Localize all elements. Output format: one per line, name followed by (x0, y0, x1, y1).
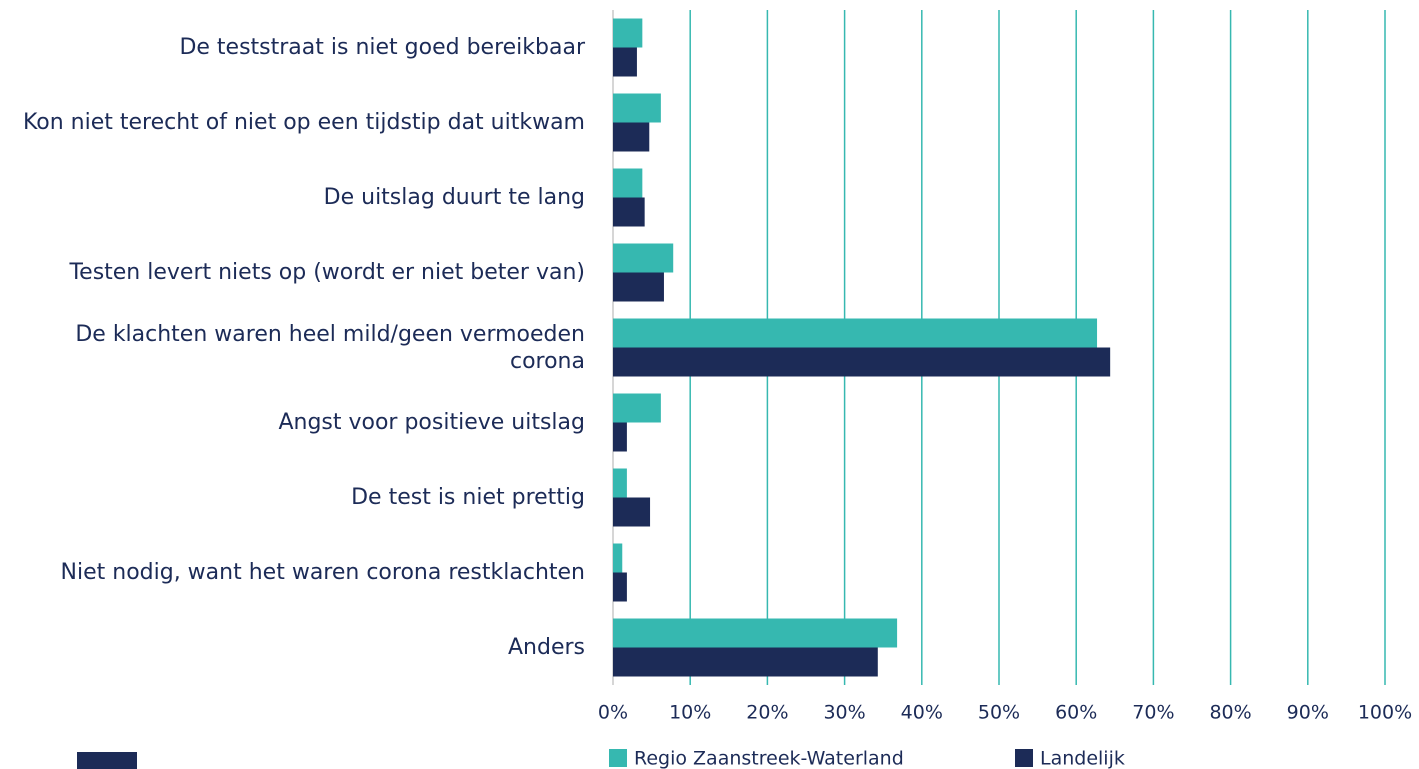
category-label: De teststraat is niet goed bereikbaar (0, 8, 585, 88)
category-label: Testen levert niets op (wordt er niet be… (0, 233, 585, 313)
bar (613, 198, 645, 227)
category-label: De klachten waren heel mild/geen vermoed… (0, 308, 585, 388)
category-label: Kon niet terecht of niet op een tijdstip… (0, 83, 585, 163)
x-tick-label: 30% (823, 702, 865, 724)
bar (613, 544, 622, 573)
x-tick-label: 60% (1055, 702, 1097, 724)
x-tick-label: 100% (1358, 702, 1412, 724)
bar (613, 123, 649, 152)
bar (613, 619, 897, 648)
x-tick-label: 90% (1287, 702, 1329, 724)
legend-label: Regio Zaanstreek-Waterland (634, 748, 904, 769)
bar (613, 498, 650, 527)
category-label: Niet nodig, want het waren corona restkl… (0, 533, 585, 613)
x-tick-label: 40% (901, 702, 943, 724)
x-tick-label: 10% (669, 702, 711, 724)
x-tick-label: 50% (978, 702, 1020, 724)
bar (613, 94, 661, 123)
bar (613, 169, 642, 198)
category-label: Angst voor positieve uitslag (0, 383, 585, 463)
x-tick-label: 20% (746, 702, 788, 724)
bar (613, 394, 661, 423)
bar (613, 273, 664, 302)
bar (613, 423, 627, 452)
legend-swatch (1015, 749, 1033, 767)
bar (613, 19, 642, 48)
bar (613, 348, 1110, 377)
category-label: De test is niet prettig (0, 458, 585, 538)
bar (613, 244, 673, 273)
legend-label: Landelijk (1040, 748, 1125, 769)
bar (613, 48, 637, 77)
category-label: De uitslag duurt te lang (0, 158, 585, 238)
x-tick-label: 0% (598, 702, 628, 724)
category-label: Anders (0, 608, 585, 688)
bar (613, 573, 627, 602)
bar (613, 319, 1097, 348)
bar (613, 648, 878, 677)
decoration (77, 752, 137, 769)
chart: 0% 10% 20% 30% 40% 50% 60% 70% 80% 90% 100% Regio Z… (0, 0, 1419, 769)
legend-swatch (609, 749, 627, 767)
bar (613, 469, 627, 498)
x-tick-label: 80% (1209, 702, 1251, 724)
x-tick-label: 70% (1132, 702, 1174, 724)
